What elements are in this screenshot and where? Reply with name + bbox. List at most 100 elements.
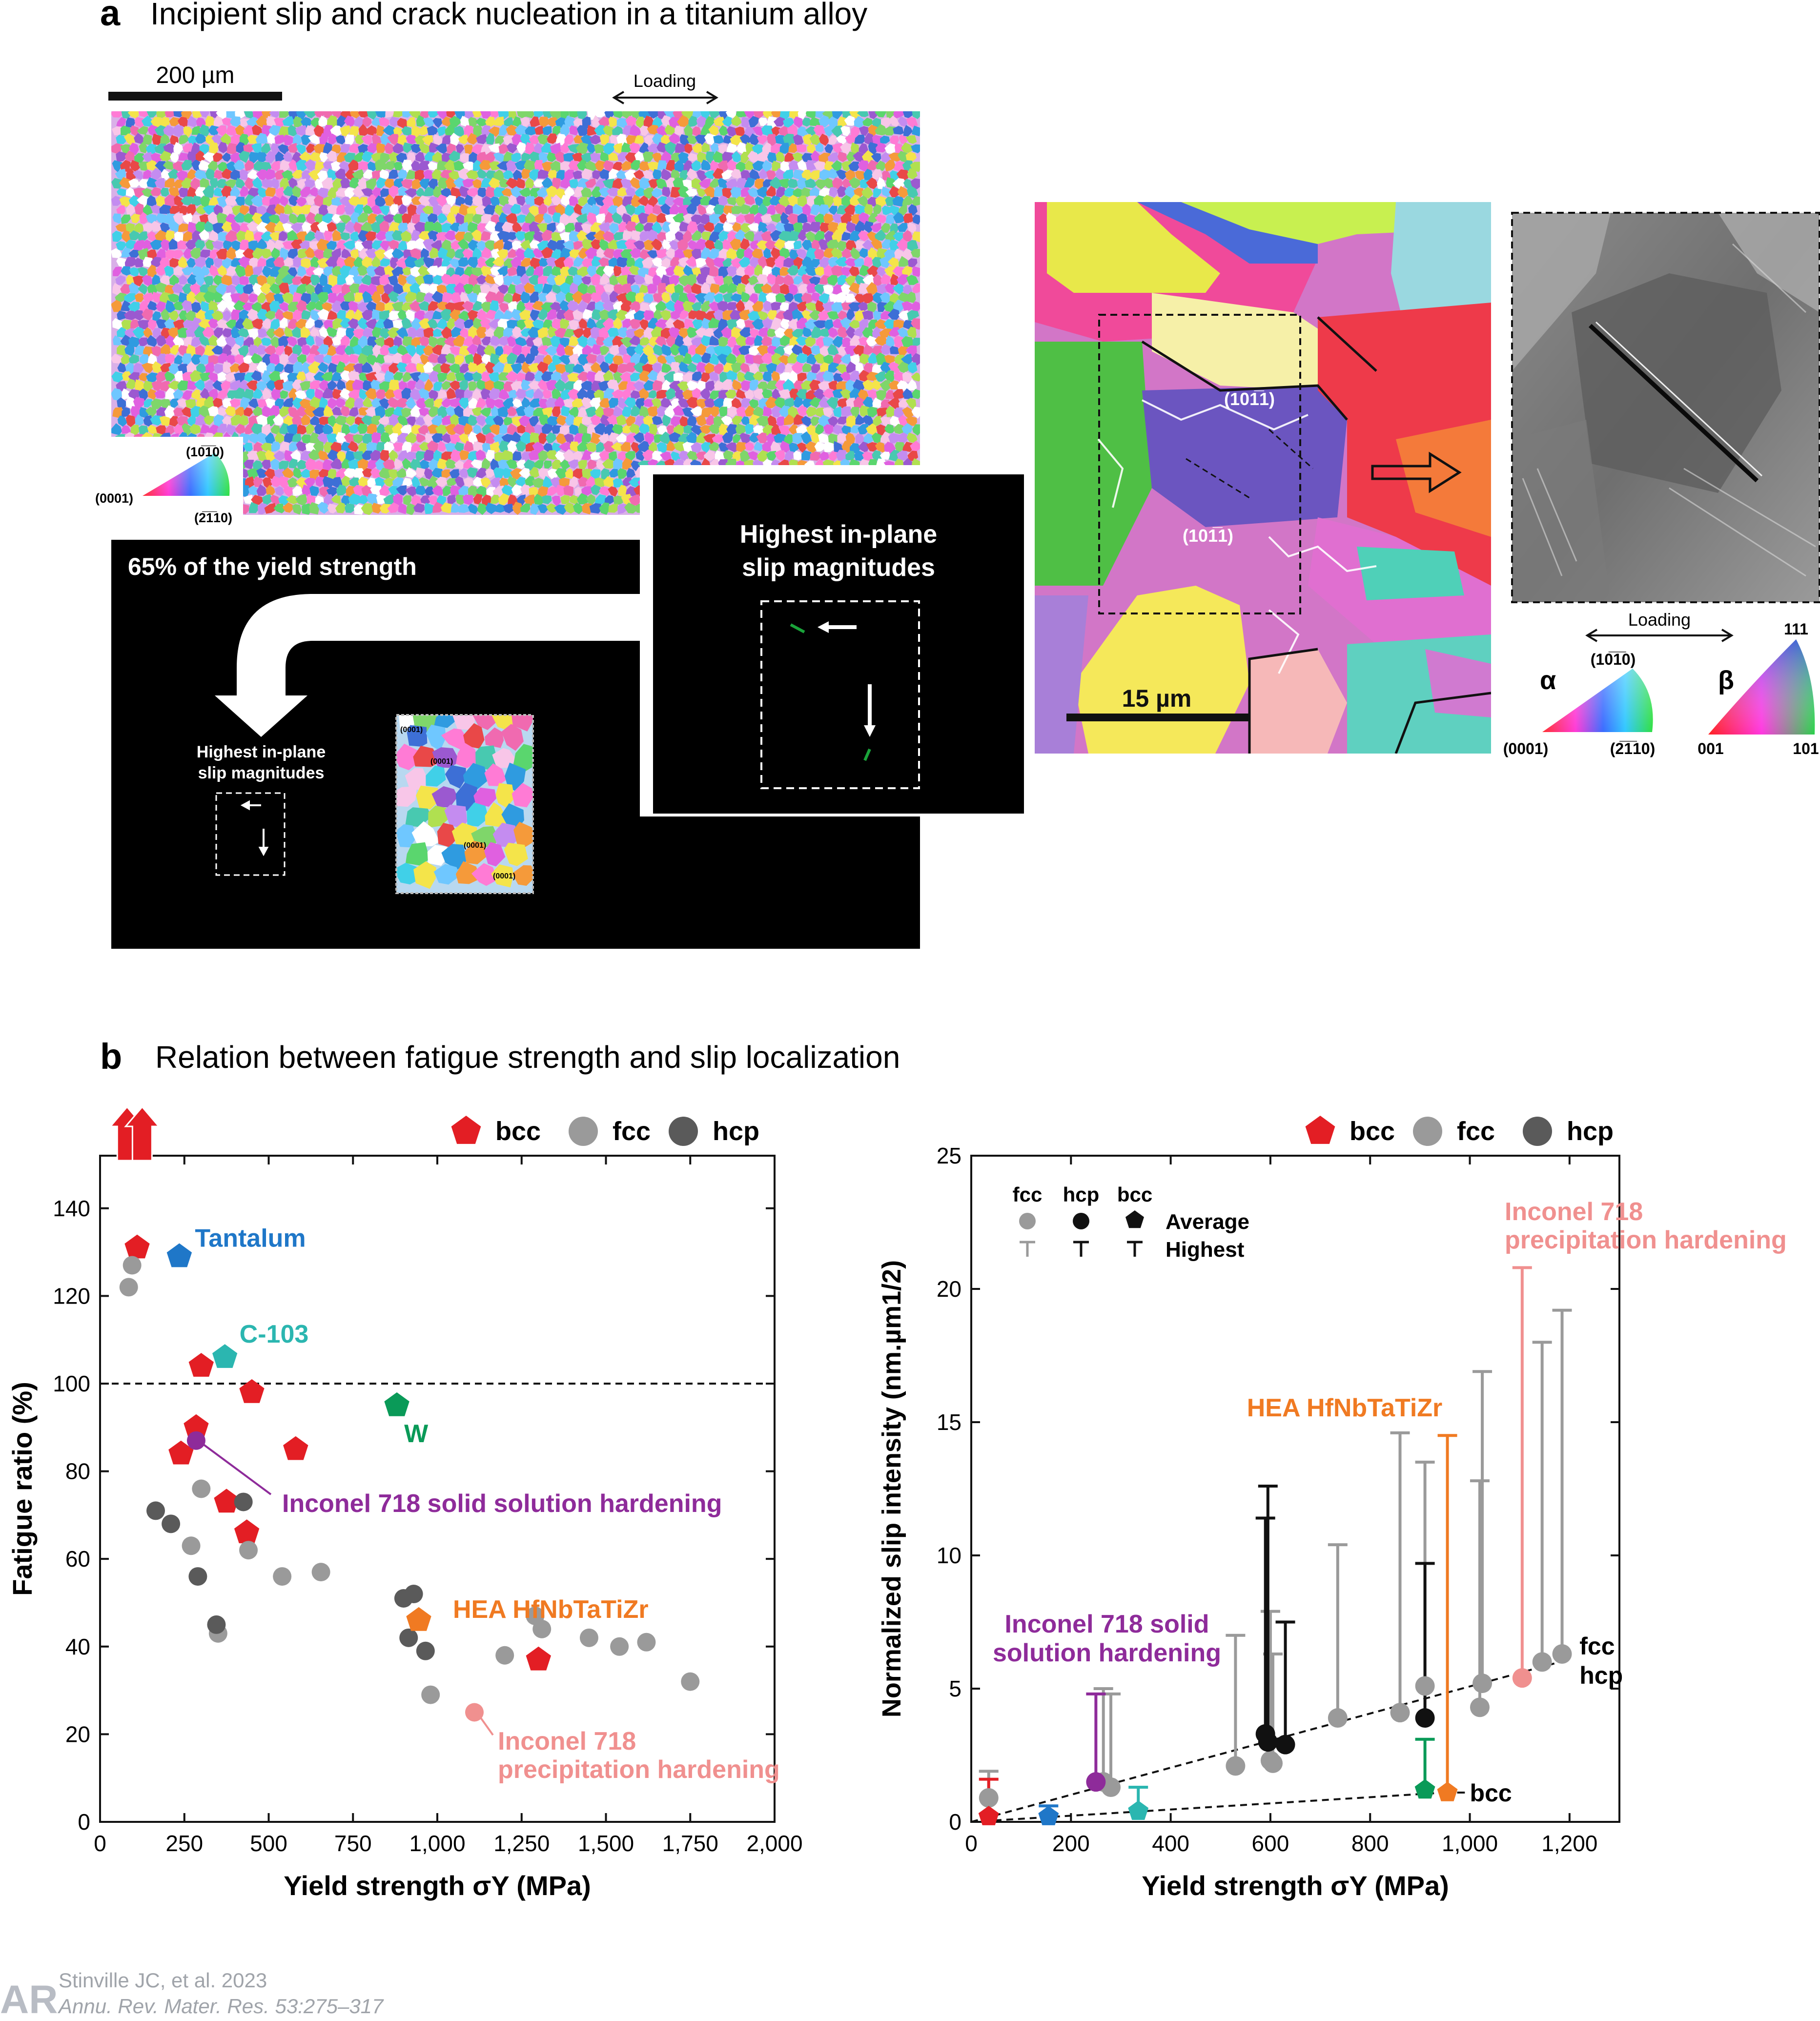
- slip-panel-large: [653, 474, 1024, 814]
- fcc-point: [1328, 1708, 1348, 1728]
- zoom-region-box: [1098, 314, 1301, 614]
- y-tick-label: 60: [65, 1546, 90, 1572]
- legend-label-hcp: hcp: [713, 1117, 759, 1146]
- hcp-point: [416, 1641, 435, 1660]
- hcp-point: [404, 1585, 423, 1604]
- ipf-top-label: (10̅1̅0): [186, 445, 224, 459]
- inconel-ph-leader: [479, 1716, 494, 1736]
- bcc-point: [1414, 1779, 1435, 1799]
- inconel-ph-label-2: precipitation hardening: [498, 1756, 780, 1784]
- ipf-color-key: (10̅1̅0) (0001) (2̅1̅10): [82, 437, 243, 525]
- x-tick-label: 1,250: [493, 1831, 550, 1856]
- zoom-plane-2: (101̅1): [1183, 526, 1233, 546]
- footer: AR Stinville JC, et al. 2023 Annu. Rev. …: [0, 1969, 384, 2021]
- legend-marker-hcp: [669, 1117, 698, 1146]
- panel-b-letter: b: [100, 1036, 122, 1077]
- bcc-point: [124, 1234, 150, 1259]
- sem-loading-arrow: [1585, 629, 1734, 642]
- legend-marker-fcc: [1413, 1117, 1442, 1146]
- trend-line-bcc: [971, 1791, 1445, 1823]
- x-tick-label: 1,200: [1541, 1831, 1597, 1856]
- x-tick-label: 1,500: [578, 1831, 634, 1856]
- fcc-point: [579, 1628, 598, 1647]
- inner-legend-row-average: Average: [1166, 1210, 1249, 1234]
- panel-b-title: Relation between fatigue strength and sl…: [155, 1040, 900, 1075]
- alpha-top-label: (10̅1̅0): [1591, 651, 1636, 668]
- zoom-loading-arrow: [1371, 451, 1462, 493]
- inconel-ss-label: Inconel 718 solid solution hardening: [282, 1490, 722, 1518]
- legend-marker-hcp: [1523, 1117, 1552, 1146]
- bcc-point: [1128, 1800, 1149, 1820]
- fcc-point: [495, 1646, 514, 1665]
- hcp-point: [162, 1514, 181, 1533]
- fcc-point: [637, 1633, 656, 1652]
- y-tick-label: 0: [949, 1809, 961, 1835]
- hea-label: HEA HfNbTaTiZr: [1247, 1394, 1443, 1422]
- hea-label: HEA HfNbTaTiZr: [453, 1595, 649, 1624]
- scalebar-zoom-label: 15 µm: [1122, 685, 1192, 712]
- bcc-point: [283, 1436, 308, 1460]
- inconel-ph-label-2: precipitation hardening: [1505, 1226, 1787, 1254]
- fcc-point: [1415, 1676, 1435, 1696]
- bcc-point: [234, 1519, 260, 1544]
- bcc-point: [978, 1806, 999, 1825]
- legend-label-bcc: bcc: [1350, 1117, 1395, 1146]
- x-tick-label: 0: [965, 1831, 978, 1856]
- y-tick-label: 10: [937, 1543, 961, 1568]
- y-axis-label: Normalized slip intensity (nm.µm1/2): [877, 1260, 906, 1717]
- legend-marker-fcc: [569, 1117, 598, 1146]
- x-tick-label: 500: [250, 1831, 287, 1856]
- inconel-ss-point: [1086, 1772, 1106, 1792]
- inset-grain-map: (0001) (0001) (0001) (0001): [395, 714, 534, 894]
- loading-arrow: [612, 91, 718, 104]
- hcp-point: [234, 1492, 253, 1511]
- y-tick-label: 80: [65, 1459, 90, 1484]
- y-tick-label: 40: [65, 1634, 90, 1659]
- slip-label-large-1: Highest in-plane: [740, 520, 937, 549]
- x-axis-label: Yield strength σY (MPa): [284, 1870, 591, 1901]
- beta-right-label: 101: [1793, 740, 1819, 757]
- fcc-point: [1552, 1644, 1572, 1664]
- fcc-point: [681, 1672, 700, 1691]
- alpha-left-label: (0001): [1503, 740, 1549, 757]
- inconel-ss-label: Inconel 718 solid: [1004, 1610, 1209, 1638]
- fcc-point: [1390, 1703, 1410, 1723]
- bcc-point: [214, 1489, 239, 1513]
- x-tick-label: 750: [334, 1831, 372, 1856]
- fcc-point: [182, 1536, 201, 1555]
- annual-reviews-logo: AR: [0, 1978, 58, 2019]
- fatigue-ratio-chart: 0 250 500 750 1,000 1,250 1,500 1,750 2,000 0 20 40…: [7, 1105, 803, 1901]
- inconel-ph-label: Inconel 718: [498, 1727, 636, 1756]
- tantalum-label: Tantalum: [195, 1225, 306, 1253]
- alpha-color-key: α (10̅1̅0) (0001) (2̅1̅10): [1503, 651, 1656, 757]
- bcc-point: [526, 1646, 551, 1671]
- panel-a-title: Incipient slip and crack nucleation in a…: [150, 0, 867, 31]
- inset-orient-4: (0001): [493, 872, 515, 880]
- x-tick-label: 1,000: [1442, 1831, 1498, 1856]
- yield-strength-label: 65% of the yield strength: [128, 553, 417, 580]
- hea-marker: [406, 1607, 431, 1631]
- bcc-point: [168, 1440, 194, 1465]
- hcp-point: [146, 1501, 165, 1520]
- sem-loading-label: Loading: [1628, 610, 1691, 630]
- y-tick-label: 15: [937, 1409, 961, 1435]
- citation-line-2: Annu. Rev. Mater. Res. 53:275–317: [57, 1995, 384, 2018]
- inconel-ss-marker: [186, 1431, 205, 1450]
- inconel-ss-leader: [203, 1444, 272, 1495]
- bcc-point: [184, 1414, 209, 1438]
- beta-color-key: β 111 001 101: [1697, 620, 1819, 757]
- bcc-point: [1038, 1806, 1059, 1825]
- inconel-ph-point: [1512, 1668, 1532, 1688]
- fcc-point: [979, 1788, 999, 1808]
- inner-legend-avg-fcc: [1019, 1213, 1036, 1229]
- c103-label: C-103: [240, 1320, 309, 1348]
- scalebar-main-label: 200 µm: [156, 62, 234, 88]
- alpha-symbol: α: [1540, 666, 1556, 695]
- scalebar-zoom: [1066, 714, 1249, 721]
- trend-label-fcc: fcc: [1579, 1633, 1615, 1660]
- bcc-point: [239, 1379, 265, 1403]
- y-tick-label: 25: [937, 1143, 961, 1168]
- fcc-point: [119, 1278, 138, 1297]
- y-tick-label: 5: [949, 1676, 961, 1701]
